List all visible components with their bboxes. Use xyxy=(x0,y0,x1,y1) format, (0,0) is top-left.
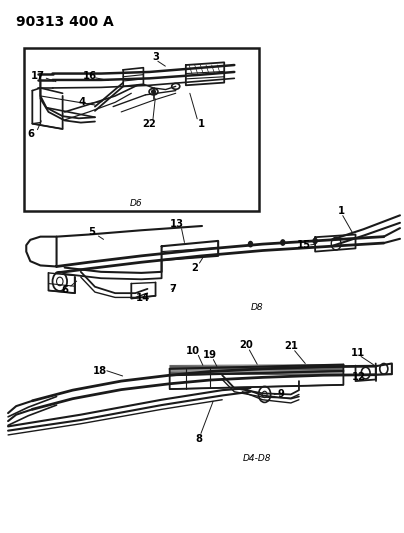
Text: 10: 10 xyxy=(186,346,200,356)
Text: 17: 17 xyxy=(31,71,45,80)
Text: 6: 6 xyxy=(61,285,68,295)
Text: 19: 19 xyxy=(203,350,217,360)
Text: 20: 20 xyxy=(239,341,252,350)
Text: 16: 16 xyxy=(83,71,97,80)
Bar xyxy=(24,48,259,211)
Text: 15: 15 xyxy=(297,240,311,250)
Text: 4: 4 xyxy=(78,98,85,107)
Text: 1: 1 xyxy=(198,119,205,128)
Text: 6: 6 xyxy=(27,130,34,139)
Circle shape xyxy=(248,241,252,247)
Text: 12: 12 xyxy=(352,373,366,382)
Text: 7: 7 xyxy=(169,284,177,294)
Text: 18: 18 xyxy=(93,366,106,376)
Circle shape xyxy=(313,238,317,244)
Text: 14: 14 xyxy=(136,294,151,303)
Ellipse shape xyxy=(152,90,156,93)
Text: 3: 3 xyxy=(152,52,159,62)
Text: D6: D6 xyxy=(129,199,142,208)
Text: 9: 9 xyxy=(277,390,284,399)
Text: 90313 400 A: 90313 400 A xyxy=(16,15,114,29)
Text: 5: 5 xyxy=(88,228,96,237)
Text: 13: 13 xyxy=(170,219,184,229)
Text: 1: 1 xyxy=(338,206,345,216)
Text: 2: 2 xyxy=(191,263,198,272)
Text: D4-D8: D4-D8 xyxy=(242,454,271,463)
Text: 22: 22 xyxy=(142,119,156,128)
Text: D8: D8 xyxy=(250,303,263,312)
Text: 11: 11 xyxy=(350,348,365,358)
Circle shape xyxy=(281,240,285,245)
Text: 8: 8 xyxy=(195,434,202,443)
Text: 21: 21 xyxy=(284,342,298,351)
